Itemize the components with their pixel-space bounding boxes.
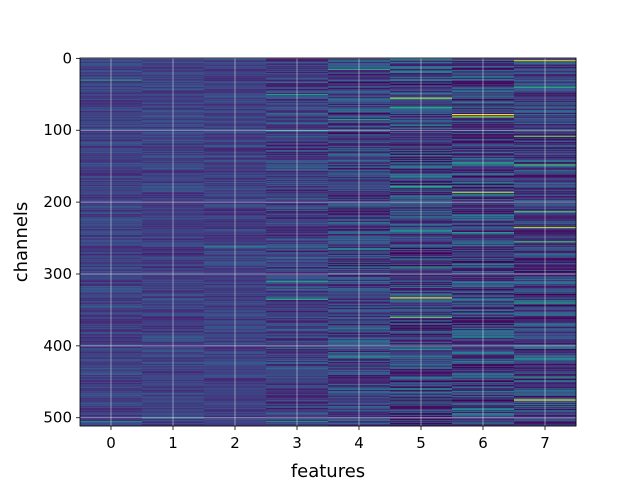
grid-lines — [80, 57, 576, 426]
x-tick-label: 3 — [292, 434, 302, 452]
x-axis-ticks: 0 1 2 3 4 5 6 7 — [106, 426, 550, 452]
x-tick-label: 1 — [168, 434, 178, 452]
x-tick-label: 7 — [540, 434, 550, 452]
y-tick-label: 300 — [43, 265, 72, 283]
y-tick-label: 500 — [43, 409, 72, 427]
y-tick-label: 100 — [43, 121, 72, 139]
x-axis-label: features — [291, 461, 365, 480]
x-tick-label: 4 — [354, 434, 364, 452]
y-tick-label: 0 — [62, 49, 72, 67]
x-tick-label: 6 — [478, 434, 488, 452]
x-tick-label: 5 — [416, 434, 426, 452]
heatmap-cells — [80, 58, 577, 427]
y-axis-label: channels — [11, 202, 32, 283]
y-tick-label: 400 — [43, 337, 72, 355]
y-tick-label: 200 — [43, 193, 72, 211]
x-tick-label: 0 — [106, 434, 116, 452]
x-tick-label: 2 — [230, 434, 240, 452]
y-axis-ticks: 0 100 200 300 400 500 — [43, 49, 80, 427]
plot-frame — [79, 57, 577, 427]
